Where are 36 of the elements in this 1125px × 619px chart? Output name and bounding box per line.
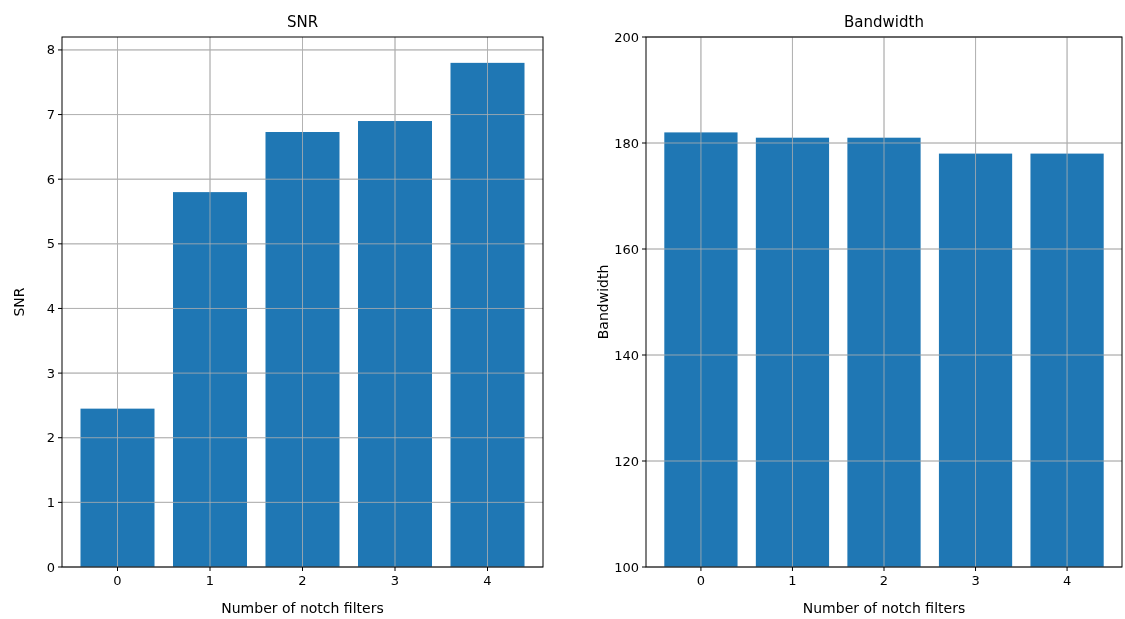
y-tick-label: 120: [614, 453, 639, 469]
y-tick-label: 5: [46, 236, 55, 252]
x-tick-label: 3: [971, 573, 980, 588]
chart-title: Bandwidth: [844, 13, 924, 31]
bar: [358, 121, 432, 567]
y-tick-label: 160: [614, 241, 639, 257]
y-axis-title: SNR: [11, 287, 27, 317]
x-tick-label: 4: [1062, 573, 1072, 588]
x-axis-title: Number of notch filters: [802, 600, 966, 616]
x-tick-label: 0: [113, 573, 122, 588]
bar: [80, 408, 155, 567]
x-tick-label: 1: [788, 573, 797, 588]
y-tick-label: 180: [614, 135, 639, 151]
y-tick-label: 200: [614, 29, 639, 45]
y-tick-label: 3: [46, 365, 55, 381]
x-tick-label: 2: [879, 573, 889, 588]
bar: [173, 192, 247, 567]
y-tick-label: 7: [46, 107, 55, 123]
y-tick-label: 6: [46, 171, 55, 187]
x-axis-title: Number of notch filters: [221, 600, 384, 616]
y-tick-label: 1: [46, 494, 55, 510]
y-axis-title: Bandwidth: [595, 264, 611, 340]
x-tick-label: 3: [390, 573, 400, 588]
x-tick-label: 2: [298, 573, 307, 588]
chart-title: SNR: [286, 13, 319, 31]
y-tick-label: 0: [46, 559, 55, 575]
x-tick-label: 0: [696, 573, 706, 588]
x-tick-label: 4: [483, 573, 492, 588]
x-tick-label: 1: [205, 573, 215, 588]
y-tick-label: 100: [614, 559, 639, 575]
y-tick-label: 140: [614, 347, 639, 363]
y-tick-label: 2: [46, 430, 55, 446]
y-tick-label: 4: [46, 301, 55, 317]
y-tick-label: 8: [46, 42, 55, 58]
bar: [450, 62, 525, 567]
bar: [265, 132, 340, 567]
